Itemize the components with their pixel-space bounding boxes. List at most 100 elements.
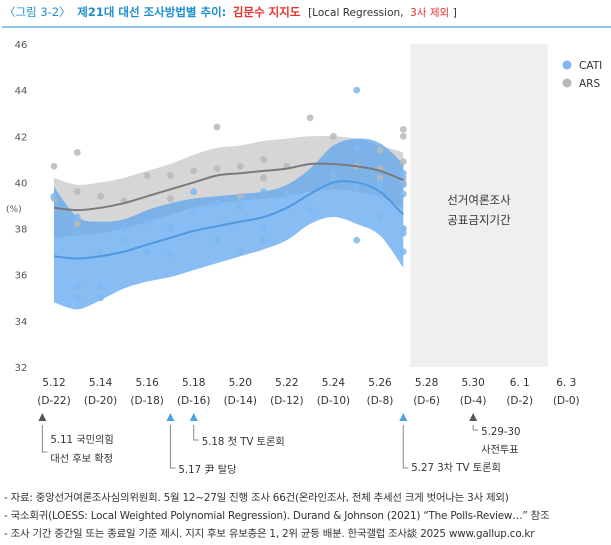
cati-data-point: [353, 183, 361, 191]
cati-legend-swatch: [562, 60, 572, 70]
event-marker: [189, 413, 198, 421]
x-tick-label: 6. 1: [510, 377, 530, 389]
cati-data-point: [120, 236, 128, 244]
cati-data-point: [283, 190, 291, 198]
caption-exclusion: 3사 제외: [410, 7, 449, 19]
y-tick-label: 32: [15, 363, 28, 374]
y-tick-label: 34: [15, 317, 28, 328]
ars-data-point: [260, 174, 267, 182]
ars-data-point: [167, 172, 174, 179]
cati-data-point: [167, 250, 174, 258]
cati-data-point: [143, 248, 151, 256]
event-label: 5.11 국민의힘: [50, 434, 113, 446]
caption-bracket-close: ]: [453, 7, 457, 19]
x-tick-dday-label: (D-6): [413, 395, 440, 407]
x-tick-label: 5.18: [182, 377, 205, 389]
y-tick-label: 38: [15, 225, 28, 236]
cati-data-point: [190, 209, 198, 216]
footnotes: - 자료: 중앙선거여론조사심의위원회. 5월 12~27일 진행 조사 66건…: [4, 489, 609, 543]
cati-data-point: [330, 169, 337, 177]
y-tick-label: 44: [15, 86, 28, 97]
cati-data-point: [97, 248, 104, 256]
figure-caption: 〈그림 3-2〉 제21대 대선 조사방법별 추이: 김문수 지지도 [Loca…: [4, 5, 457, 19]
x-tick-dday-label: (D-0): [553, 395, 580, 407]
ars-data-point: [213, 123, 221, 131]
event-marker: [399, 413, 408, 421]
cati-trend-line: [53, 180, 404, 260]
event-label: 5.18 첫 TV 토론회: [202, 436, 285, 448]
cati-data-point: [236, 204, 244, 212]
caption-method: [Local Regression,: [308, 7, 403, 19]
ars-legend-swatch: [562, 78, 572, 88]
x-tick-dday-label: (D-16): [177, 395, 210, 407]
cati-data-point: [399, 248, 407, 256]
ars-data-point: [306, 114, 314, 122]
y-tick-label: 40: [15, 178, 28, 189]
blackout-label-line2: 공표금지기간: [447, 213, 511, 227]
x-tick-label: 5.26: [368, 377, 392, 389]
event-label: 사전투표: [481, 444, 518, 456]
cati-data-point: [260, 236, 267, 244]
x-tick-dday-label: (D-12): [270, 395, 303, 407]
cati-data-point: [353, 236, 361, 244]
event-label: 대선 후보 확정: [50, 453, 113, 465]
cati-data-point: [306, 206, 314, 214]
cati-legend-label: CATI: [579, 60, 602, 72]
event-label: 5.29-30: [481, 427, 520, 438]
x-tick-dday-label: (D-18): [130, 395, 163, 407]
cati-data-point: [260, 225, 267, 232]
caption-title: 제21대 대선 조사방법별 추이:: [77, 5, 226, 19]
x-tick-label: 5.20: [229, 377, 252, 389]
blackout-label-line1: 선거여론조사: [447, 193, 511, 207]
event-leader-line: [41, 425, 48, 453]
cati-data-point: [120, 225, 128, 232]
x-tick-dday-label: (D-10): [317, 395, 350, 407]
x-tick-label: 5.16: [135, 377, 159, 389]
x-tick-dday-label: (D-2): [506, 395, 533, 407]
x-tick-dday-label: (D-20): [84, 395, 117, 407]
x-tick-dday-label: (D-22): [37, 395, 70, 407]
x-tick-dday-label: (D-4): [460, 395, 487, 407]
ars-data-point: [399, 158, 407, 166]
x-tick-label: 5.12: [42, 377, 65, 389]
cati-data-point: [353, 86, 361, 94]
ars-data-point: [73, 149, 81, 156]
x-tick-label: 5.24: [322, 377, 346, 389]
cati-data-point: [213, 236, 221, 244]
ars-data-point: [399, 125, 407, 133]
cati-data-point: [97, 282, 104, 290]
ars-data-point: [190, 167, 198, 175]
x-tick-label: 5.22: [275, 377, 298, 389]
ars-data-point: [260, 155, 267, 163]
cati-data-point: [376, 213, 384, 221]
ars-data-point: [376, 146, 384, 154]
footnote-basis: - 조사 기간 중간일 또는 종료일 기준 제시. 지지 후보 유보층은 1, …: [4, 528, 535, 540]
y-tick-label: 46: [15, 40, 28, 51]
y-axis-label: (%): [6, 205, 22, 215]
cati-data-point: [236, 197, 244, 205]
ars-data-point: [330, 132, 337, 140]
cati-data-point: [236, 248, 244, 256]
blackout-region: [410, 44, 548, 367]
ars-data-point: [399, 132, 407, 140]
event-marker: [469, 413, 478, 421]
ars-data-point: [236, 162, 244, 170]
cati-data-point: [260, 188, 267, 196]
cati-data-point: [213, 199, 221, 207]
cati-data-point: [399, 229, 407, 237]
ars-confidence-band: [54, 135, 404, 238]
legend: CATI ARS: [562, 60, 602, 90]
ars-data-point: [50, 162, 58, 170]
cati-data-point: [167, 225, 174, 232]
cati-data-point: [399, 181, 407, 189]
event-leader-line: [472, 425, 479, 431]
ars-data-point: [97, 192, 104, 200]
cati-data-point: [50, 192, 58, 200]
cati-data-point: [73, 294, 81, 302]
ars-data-point: [213, 165, 221, 172]
x-tick-label: 5.14: [89, 377, 113, 389]
x-tick-label: 6. 3: [556, 377, 576, 389]
